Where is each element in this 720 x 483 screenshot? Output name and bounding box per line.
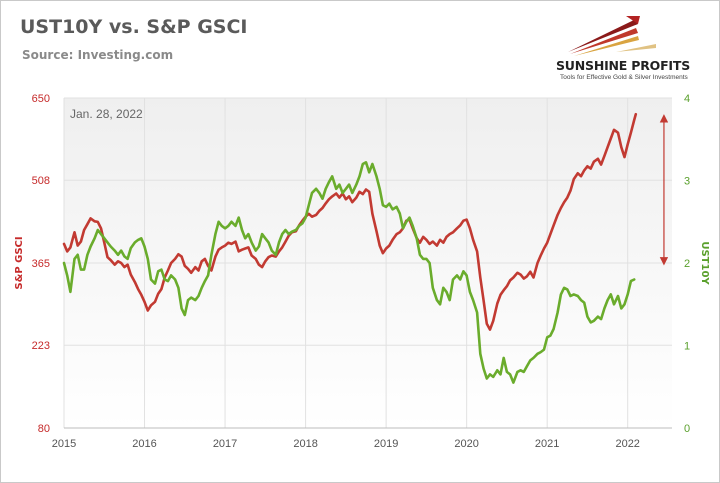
series-line-s-p-gsci (62, 112, 638, 331)
y-right-tick-label: 1 (684, 341, 690, 353)
logo-tagline: Tools for Effective Gold & Silver Invest… (560, 74, 688, 81)
date-annotation: Jan. 28, 2022 (70, 107, 143, 121)
y-right-axis-label: UST10Y (699, 241, 710, 285)
y-left-axis-label: S&P GSCI (14, 236, 25, 289)
logo-name: SUNSHINE PROFITS (556, 58, 691, 73)
series-lines (62, 112, 638, 384)
y-left-ticks: 650 508 365 223 80 (32, 93, 50, 435)
logo-sunburst-icon (568, 16, 656, 56)
series-line-ust10y (62, 161, 636, 384)
y-right-tick-label: 2 (684, 258, 690, 270)
x-tick-label: 2017 (213, 438, 237, 450)
y-left-tick-label: 223 (32, 340, 50, 352)
chart-source: Source: Investing.com (22, 48, 174, 62)
y-left-tick-label: 650 (32, 93, 50, 105)
x-tick-label: 2016 (132, 438, 156, 450)
x-tick-label: 2015 (52, 438, 76, 450)
y-right-tick-label: 4 (684, 93, 690, 105)
y-left-tick-label: 508 (32, 175, 50, 187)
x-tick-label: 2018 (293, 438, 317, 450)
y-left-tick-label: 80 (38, 423, 50, 435)
x-ticks: 2015 2016 2017 2018 2019 2020 2021 2022 (52, 438, 640, 450)
y-right-tick-label: 3 (684, 176, 690, 188)
logo: SUNSHINE PROFITS Tools for Effective Gol… (556, 14, 706, 84)
chart-title: UST10Y vs. S&P GSCI (20, 16, 248, 38)
y-left-tick-label: 365 (32, 258, 50, 270)
x-tick-label: 2019 (374, 438, 398, 450)
x-tick-label: 2020 (454, 438, 478, 450)
x-tick-label: 2021 (535, 438, 559, 450)
grid-lines (63, 97, 672, 429)
x-tick-label: 2022 (615, 438, 639, 450)
y-right-tick-label: 0 (684, 423, 690, 435)
y-right-ticks: 4 3 2 1 0 (684, 93, 690, 435)
